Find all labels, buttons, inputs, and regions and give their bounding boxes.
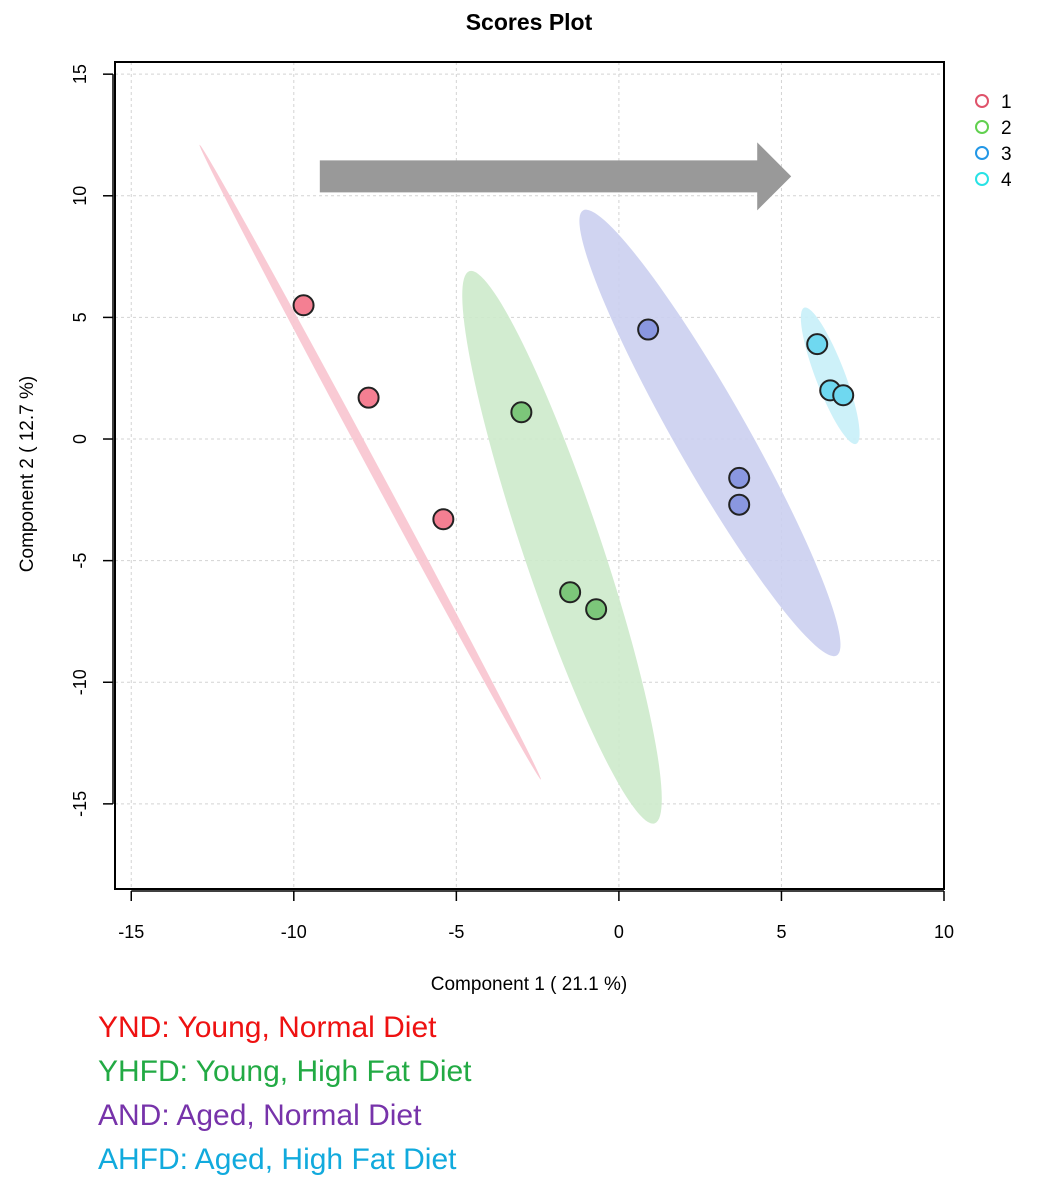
y-tick-label: 5 — [70, 312, 90, 322]
chart-title: Scores Plot — [466, 9, 593, 35]
y-tick-label: 10 — [70, 186, 90, 206]
scores-plot: Scores Plot Component 1 ( 21.1 %) Compon… — [17, 9, 1012, 995]
legend-marker-group-2 — [975, 120, 989, 134]
x-tick-label: 10 — [934, 922, 954, 942]
legend: 1 2 3 4 — [975, 92, 1012, 191]
y-tick-label: -15 — [70, 791, 90, 817]
legend-label-group-1: 1 — [1001, 92, 1012, 113]
x-tick-label: 0 — [614, 922, 624, 942]
y-tick-label: -5 — [70, 553, 90, 569]
score-point-group-4 — [806, 333, 829, 356]
plot-frame — [114, 61, 945, 890]
score-point-group-3 — [728, 466, 751, 489]
x-tick-label: -5 — [448, 922, 464, 942]
score-point-group-1 — [432, 508, 455, 531]
trend-arrow-layer — [319, 142, 792, 211]
score-point-group-1 — [292, 294, 315, 317]
score-point-group-2 — [510, 401, 533, 424]
legend-marker-group-4 — [975, 172, 989, 186]
score-point-group-4 — [832, 384, 855, 407]
x-tick-label: -15 — [118, 922, 144, 942]
y-tick-label: 0 — [70, 434, 90, 444]
axes: -15 -10 -5 0 5 10 -15 -10 -5 0 5 10 15 — [70, 61, 954, 942]
caption-ahfd: AHFD: Aged, High Fat Diet — [98, 1143, 457, 1176]
caption-and: AND: Aged, Normal Diet — [98, 1099, 422, 1132]
caption-ynd: YND: Young, Normal Diet — [98, 1011, 437, 1044]
x-tick-label: 5 — [776, 922, 786, 942]
legend-marker-group-3 — [975, 146, 989, 160]
confidence-ellipse-group-1 — [199, 144, 541, 780]
x-axis-label: Component 1 ( 21.1 %) — [431, 974, 627, 995]
y-tick-label: -10 — [70, 669, 90, 695]
score-point-group-2 — [585, 598, 608, 621]
legend-marker-group-1 — [975, 94, 989, 108]
confidence-ellipses — [199, 144, 860, 824]
legend-label-group-4: 4 — [1001, 170, 1012, 191]
score-point-group-2 — [559, 581, 582, 604]
confidence-ellipse-group-4 — [800, 307, 860, 445]
score-point-group-3 — [728, 493, 751, 516]
y-tick-label: 15 — [70, 64, 90, 84]
score-point-group-3 — [637, 318, 660, 341]
x-tick-label: -10 — [281, 922, 307, 942]
score-points — [292, 294, 855, 621]
legend-label-group-2: 2 — [1001, 118, 1012, 139]
group-caption-list: YND: Young, Normal Diet YHFD: Young, Hig… — [98, 1006, 472, 1182]
score-point-group-1 — [357, 386, 380, 409]
y-axis-label: Component 2 ( 12.7 %) — [17, 376, 38, 572]
caption-yhfd: YHFD: Young, High Fat Diet — [98, 1055, 472, 1088]
legend-label-group-3: 3 — [1001, 144, 1012, 165]
trend-arrow — [319, 142, 792, 211]
